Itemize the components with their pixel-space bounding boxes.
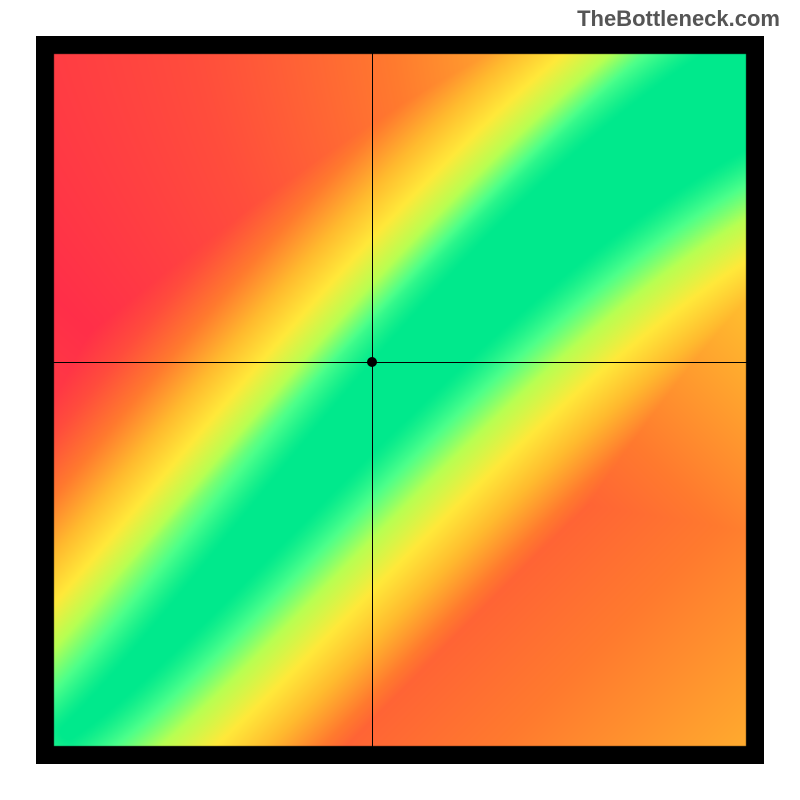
heatmap-canvas xyxy=(36,36,764,764)
crosshair-horizontal xyxy=(36,362,764,363)
crosshair-marker xyxy=(367,357,377,367)
plot-area xyxy=(36,36,764,764)
crosshair-vertical xyxy=(372,36,373,764)
watermark-text: TheBottleneck.com xyxy=(577,6,780,32)
chart-container: TheBottleneck.com xyxy=(0,0,800,800)
